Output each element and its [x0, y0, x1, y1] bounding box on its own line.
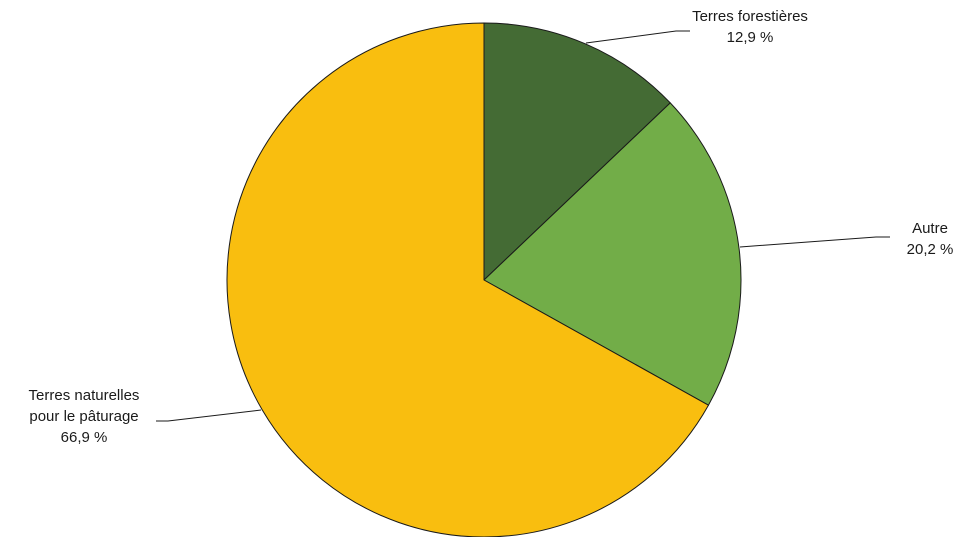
slice-label: Autre 20,2 %: [907, 220, 954, 258]
pie-slice: [483, 22, 671, 281]
slice-value-label: 12,9 %: [727, 29, 774, 46]
leader-lines: [156, 30, 890, 422]
slice-value-label: 20,2 %: [907, 241, 954, 258]
slice-name-label: pour le pâturage: [29, 408, 138, 425]
leader-line: [739, 236, 890, 248]
pie-slice: [226, 22, 709, 537]
slice-name-label: Terres forestières: [692, 8, 808, 25]
leader-line: [156, 409, 262, 422]
leader-line: [585, 30, 690, 44]
slice-name-label: Terres naturelles: [29, 387, 140, 404]
slice-label: Terres forestières 12,9 %: [692, 8, 808, 46]
pie-slices: [226, 22, 742, 537]
pie-slice: [483, 102, 742, 406]
slice-label: Terres naturelles pour le pâturage 66,9 %: [29, 387, 140, 446]
slice-labels: Terres forestières 12,9 % Autre 20,2 % Terre…: [29, 8, 954, 446]
slice-name-label: Autre: [912, 220, 948, 237]
slice-value-label: 66,9 %: [61, 429, 108, 446]
